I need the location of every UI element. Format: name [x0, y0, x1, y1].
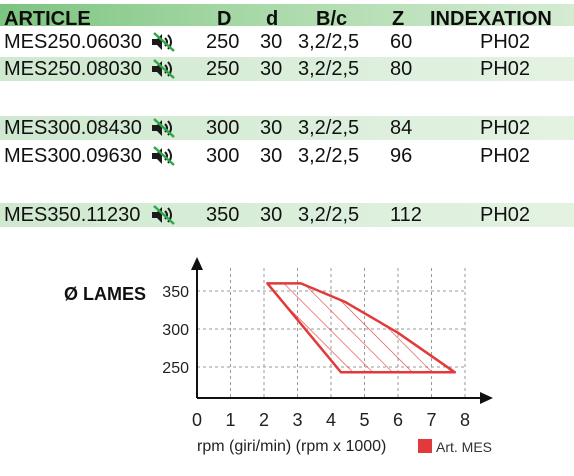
silent-blade-icon	[152, 205, 175, 225]
x-tick-label: 4	[326, 410, 336, 430]
x-tick-label: 2	[259, 410, 269, 430]
diameter-D: 250	[206, 58, 240, 80]
indexation: PH02	[480, 117, 531, 139]
header-d: d	[266, 8, 279, 30]
y-tick-label: 250	[162, 360, 189, 377]
indexation: PH02	[480, 31, 531, 53]
x-tick-label: 5	[359, 410, 369, 430]
legend-label: Art. MES	[436, 439, 492, 455]
kerf-bc: 3,2/2,5	[298, 58, 360, 80]
diameter-D: 350	[206, 204, 240, 226]
teeth-z: 60	[390, 31, 413, 53]
header-z: Z	[392, 8, 405, 30]
bore-d: 30	[260, 117, 283, 139]
bore-d: 30	[260, 204, 283, 226]
x-tick-label: 8	[460, 410, 470, 430]
bore-d: 30	[260, 145, 283, 167]
header-article: ARTICLE	[4, 8, 91, 30]
teeth-z: 84	[390, 117, 413, 139]
indexation: PH02	[480, 204, 531, 226]
kerf-bc: 3,2/2,5	[298, 204, 360, 226]
table-row: MES250.06030 250 30 3,2/2,5 60 PH02	[0, 30, 574, 54]
kerf-bc: 3,2/2,5	[298, 145, 360, 167]
y-tick-label: 350	[162, 284, 189, 301]
rpm-chart: 0 1 2 3 4 5 6 7 8 250 300 350 rpm (giri/min) (rpm x …	[162, 257, 493, 455]
diameter-D: 300	[206, 117, 240, 139]
indexation: PH02	[480, 145, 531, 167]
article-code: MES250.08030	[4, 58, 142, 80]
teeth-z: 96	[390, 145, 413, 167]
x-tick-label: 3	[292, 410, 302, 430]
x-tick-label: 6	[393, 410, 403, 430]
header-indexation: INDEXATION	[430, 8, 552, 30]
bore-d: 30	[260, 58, 283, 80]
article-code: MES300.08430	[4, 117, 142, 139]
silent-blade-icon	[152, 146, 175, 166]
indexation: PH02	[480, 58, 531, 80]
teeth-z: 80	[390, 58, 413, 80]
diameter-D: 250	[206, 31, 240, 53]
article-code: MES300.09630	[4, 145, 142, 167]
bore-d: 30	[260, 31, 283, 53]
silent-blade-icon	[152, 32, 175, 52]
article-code: MES350.11230	[4, 204, 141, 226]
table-row: MES250.08030 250 30 3,2/2,5 80 PH02	[0, 57, 574, 81]
table-header: ARTICLE D d B/c Z INDEXATION	[0, 4, 574, 30]
series-area	[266, 282, 457, 374]
y-axis-arrow	[191, 257, 203, 270]
silent-blade-icon	[152, 118, 175, 138]
diameter-D: 300	[206, 145, 240, 167]
x-tick-label: 1	[225, 410, 235, 430]
header-bc: B/c	[316, 8, 348, 30]
legend-swatch	[418, 439, 432, 453]
kerf-bc: 3,2/2,5	[298, 31, 360, 53]
x-axis-arrow	[480, 392, 493, 404]
x-axis-label: rpm (giri/min) (rpm x 1000)	[197, 438, 386, 455]
teeth-z: 112	[390, 204, 422, 226]
table-row: MES300.08430 300 30 3,2/2,5 84 PH02	[0, 116, 574, 140]
x-tick-label: 7	[426, 410, 436, 430]
silent-blade-icon	[152, 59, 175, 79]
y-tick-label: 300	[162, 322, 189, 339]
article-code: MES250.06030	[4, 31, 142, 53]
table-row: MES300.09630 300 30 3,2/2,5 96 PH02	[0, 144, 574, 168]
kerf-bc: 3,2/2,5	[298, 117, 360, 139]
x-tick-label: 0	[192, 410, 202, 430]
table-row: MES350.11230 350 30 3,2/2,5 112 PH02	[0, 203, 574, 227]
header-D: D	[217, 8, 232, 30]
y-axis-label: Ø LAMES	[64, 284, 147, 304]
